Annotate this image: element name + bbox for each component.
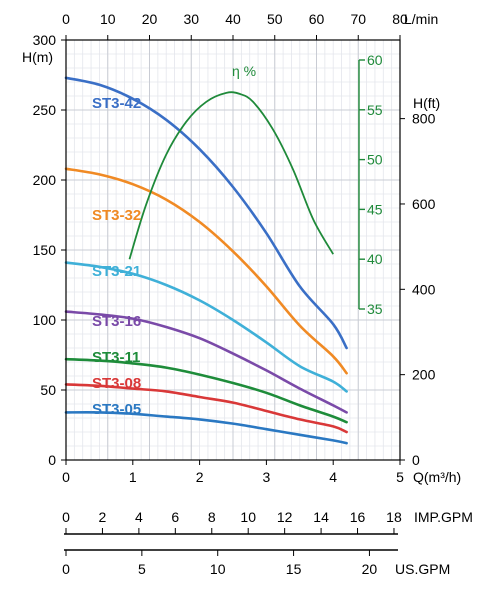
top-tick-label: 60	[309, 11, 325, 27]
curve-st3-21	[64, 261, 348, 393]
bottom-tick-label: 5	[396, 469, 404, 485]
us-gpm-tick-label: 15	[286, 561, 302, 577]
bottom-tick-label: 3	[263, 469, 271, 485]
left-tick-label: 100	[33, 312, 57, 328]
top-tick-label: 30	[183, 11, 199, 27]
imp-gpm-tick-label: 0	[62, 509, 70, 525]
imp-gpm-tick-label: 18	[386, 509, 402, 525]
efficiency-tick-label: 50	[367, 152, 383, 168]
top-tick-label: 20	[142, 11, 158, 27]
efficiency-label: η %	[232, 63, 256, 79]
imp-gpm-tick-label: 8	[208, 509, 216, 525]
bottom-tick-label: 0	[62, 469, 70, 485]
right-tick-label: 200	[412, 367, 436, 383]
right-tick-label: 400	[412, 281, 436, 297]
bottom-tick-label: 1	[129, 469, 137, 485]
imp-gpm-tick-label: 10	[240, 509, 256, 525]
curve-label-st3-08: ST3-08	[92, 375, 141, 392]
curve-label-st3-11: ST3-11	[92, 349, 140, 366]
left-tick-label: 250	[33, 102, 57, 118]
left-axis-label: H(m)	[22, 49, 53, 65]
us-gpm-tick-label: 20	[362, 561, 378, 577]
top-tick-label: 80	[392, 11, 408, 27]
curve-st3-16	[64, 310, 348, 414]
imp-gpm-tick-label: 2	[99, 509, 107, 525]
grid-lines	[65, 39, 401, 461]
curve-label-st3-05: ST3-05	[92, 401, 141, 418]
top-tick-label: 40	[225, 11, 241, 27]
left-tick-label: 300	[33, 32, 57, 48]
top-tick-label: 10	[100, 11, 116, 27]
efficiency-tick-label: 40	[367, 251, 383, 267]
top-axis-label: L/min	[404, 11, 438, 27]
bottom-tick-label: 2	[196, 469, 204, 485]
curve-st3-05	[64, 411, 348, 445]
imp-gpm-tick-label: 14	[313, 509, 329, 525]
imp-gpm-tick-label: 6	[171, 509, 179, 525]
left-tick-label: 50	[40, 382, 56, 398]
top-tick-label: 70	[350, 11, 366, 27]
curve-labels: ST3-42 ST3-32 ST3-21 ST3-16 ST3-11 ST3-08 ST3-…	[92, 95, 141, 418]
right-tick-label: 800	[412, 111, 436, 127]
us-gpm-tick-label: 0	[62, 561, 70, 577]
right-tick-label: 600	[412, 196, 436, 212]
top-tick-label: 0	[62, 11, 70, 27]
us-gpm-tick-label: 10	[210, 561, 226, 577]
bottom-axis-label: Q(m³/h)	[413, 469, 461, 485]
curve-st3-11	[64, 357, 348, 424]
curve-label-st3-21: ST3-21	[92, 263, 141, 280]
imp-gpm-tick-label: 12	[277, 509, 293, 525]
top-tick-label: 50	[267, 11, 283, 27]
curve-st3-08	[64, 383, 348, 434]
curve-st3-32	[64, 167, 348, 375]
efficiency-group: 35 40 45 50 55 60 η %	[128, 52, 383, 317]
curve-label-st3-16: ST3-16	[92, 313, 141, 330]
right-tick-label: 0	[412, 452, 420, 468]
efficiency-curve	[128, 91, 334, 260]
imp-gpm-label: IMP.GPM	[414, 509, 473, 525]
curve-st3-42	[64, 76, 348, 350]
left-tick-label: 0	[48, 452, 56, 468]
curve-label-st3-32: ST3-32	[92, 207, 141, 224]
bottom-flow-scales: 0 2 4 6 8 10 12 14 16 18 IMP.GPM 0 5 10 15 20 US.GPM	[62, 509, 473, 577]
curve-label-st3-42: ST3-42	[92, 95, 141, 112]
bottom-tick-label: 4	[329, 469, 337, 485]
pump-curves	[64, 76, 348, 445]
left-tick-label: 150	[33, 242, 57, 258]
efficiency-tick-label: 45	[367, 201, 383, 217]
efficiency-tick-label: 55	[367, 102, 383, 118]
efficiency-tick-label: 35	[367, 301, 383, 317]
left-tick-label: 200	[33, 172, 57, 188]
imp-gpm-tick-label: 16	[350, 509, 366, 525]
us-gpm-tick-label: 5	[138, 561, 146, 577]
us-gpm-label: US.GPM	[395, 561, 450, 577]
right-axis-label: H(ft)	[413, 95, 440, 111]
efficiency-tick-label: 60	[367, 52, 383, 68]
imp-gpm-tick-label: 4	[135, 509, 143, 525]
